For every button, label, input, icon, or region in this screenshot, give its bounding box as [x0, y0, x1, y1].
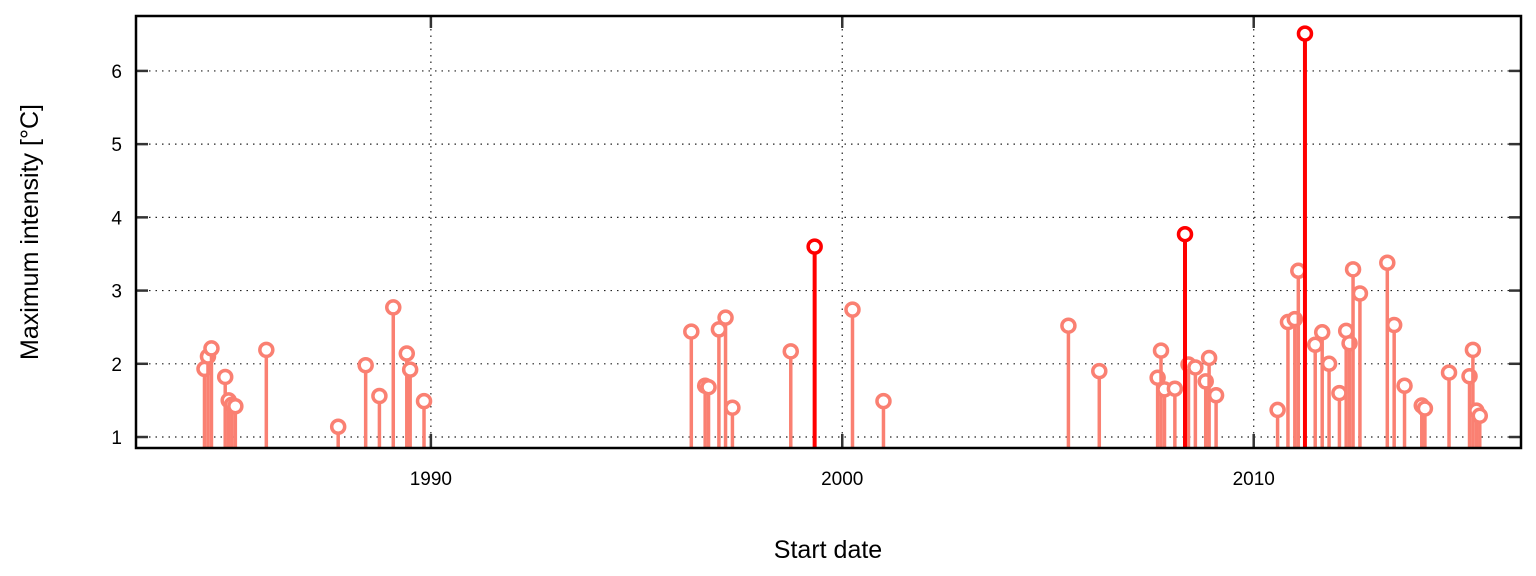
- data-point: [1313, 324, 1331, 341]
- y-tick-label: 6: [111, 62, 122, 83]
- highlight-point: [1176, 225, 1194, 243]
- y-tick-label: 5: [111, 135, 122, 156]
- y-tick-label: 4: [111, 208, 122, 229]
- x-tick-label: 1990: [410, 469, 452, 490]
- x-tick-label: 2010: [1233, 469, 1275, 490]
- stems-layer: [196, 33, 1489, 447]
- data-point: [203, 340, 220, 357]
- data-point: [357, 357, 374, 374]
- data-point: [1344, 261, 1362, 278]
- data-point: [1320, 355, 1338, 373]
- grid-layer: [136, 16, 1521, 448]
- data-point: [724, 399, 741, 416]
- data-point: [1207, 387, 1225, 404]
- data-point: [371, 387, 388, 405]
- data-point: [1166, 380, 1184, 397]
- highlight-point: [806, 238, 823, 255]
- data-point: [1396, 377, 1413, 395]
- data-point: [385, 299, 402, 316]
- x-axis-label: Start date: [774, 536, 882, 564]
- data-point: [1200, 349, 1218, 367]
- data-point: [216, 368, 234, 386]
- data-point: [1290, 262, 1307, 280]
- data-point: [1060, 317, 1077, 334]
- data-point: [1269, 401, 1286, 419]
- data-point: [1351, 285, 1369, 302]
- y-tick-label: 3: [111, 282, 122, 303]
- data-point: [398, 345, 416, 362]
- data-point: [401, 361, 419, 378]
- data-point: [1471, 407, 1489, 425]
- plot-frame: [134, 14, 1523, 450]
- data-point: [227, 398, 244, 415]
- data-point: [329, 418, 347, 436]
- data-point: [258, 341, 275, 359]
- data-point: [1464, 341, 1482, 359]
- data-point: [875, 392, 892, 410]
- data-point: [1306, 336, 1324, 354]
- data-point: [1152, 342, 1170, 359]
- data-point: [1331, 384, 1348, 402]
- y-tick-label: 2: [111, 355, 122, 376]
- data-point: [1385, 316, 1403, 334]
- x-tick-label: 2000: [821, 469, 863, 490]
- data-point: [1440, 364, 1458, 381]
- data-point: [844, 301, 861, 318]
- highlight-point: [1296, 25, 1314, 42]
- y-axis-label: Maximum intensity [°C]: [16, 104, 44, 360]
- ticks-layer: [136, 16, 1521, 448]
- data-point: [683, 323, 700, 340]
- data-point: [717, 309, 734, 326]
- data-point: [1187, 359, 1204, 376]
- tick-labels-layer: 1 2 3 4 5 6 1990 2000 2010: [111, 62, 1274, 490]
- data-point: [1091, 362, 1108, 380]
- data-point: [1379, 254, 1396, 272]
- data-point: [415, 392, 433, 410]
- markers-layer: [806, 25, 1314, 255]
- data-point: [1416, 400, 1434, 417]
- data-point: [700, 378, 717, 396]
- y-tick-label: 1: [111, 428, 122, 449]
- data-point: [782, 343, 800, 360]
